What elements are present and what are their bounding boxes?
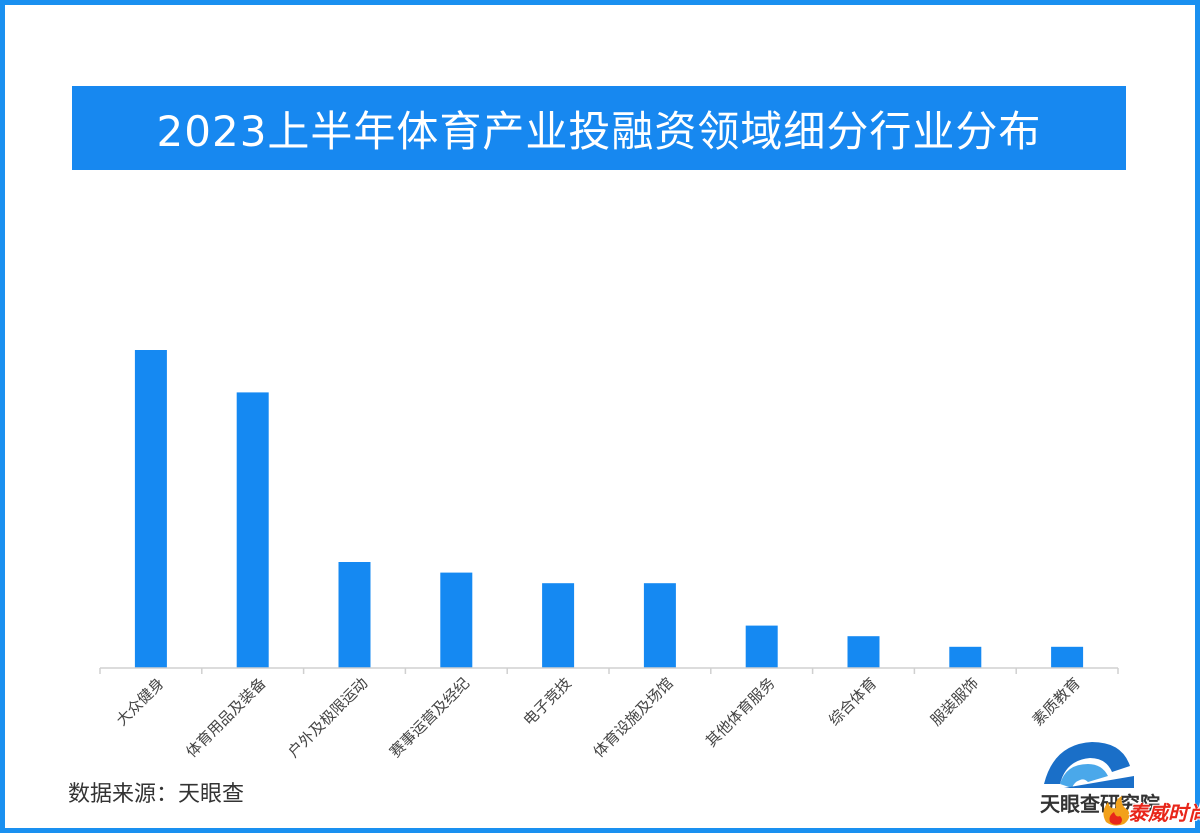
x-tick-label: 体育用品及装备: [183, 674, 270, 761]
bar: [236, 392, 269, 668]
fire-watermark-icon: [1103, 796, 1130, 826]
x-ticks-group: [99, 668, 1119, 674]
bar: [643, 583, 676, 668]
bar: [134, 350, 167, 668]
bar: [949, 646, 982, 668]
x-tick-label: 素质教育: [1029, 674, 1084, 729]
x-tick-label: 大众健身: [113, 674, 168, 729]
title-banner: 2023上半年体育产业投融资领域细分行业分布: [72, 86, 1126, 170]
tianyancha-logo-icon: [1044, 742, 1134, 788]
watermark-text: 泰威时尚: [1128, 801, 1200, 825]
bar: [338, 562, 371, 668]
logo-text: 天眼查研究院: [1040, 792, 1160, 816]
x-tick-label: 户外及极限运动: [284, 674, 371, 761]
chart-title: 2023上半年体育产业投融资领域细分行业分布: [156, 106, 1042, 156]
bars-group: [134, 350, 1084, 668]
bar: [542, 583, 575, 668]
bar: [440, 572, 473, 668]
bar: [745, 625, 778, 668]
x-tick-label: 其他体育服务: [702, 674, 778, 750]
bar: [847, 636, 880, 668]
x-tick-label: 综合体育: [825, 674, 880, 729]
x-tick-label: 体育设施及场馆: [590, 674, 677, 761]
source-note: 数据来源：天眼查: [68, 782, 245, 807]
x-tick-label: 服装服饰: [927, 674, 982, 729]
x-tick-label: 电子竞技: [520, 674, 575, 729]
x-tick-label: 赛事运营及经纪: [386, 674, 473, 761]
bar: [1051, 646, 1084, 668]
x-tick-labels-group: 大众健身 体育用品及装备 户外及极限运动 赛事运营及经纪 电子竞技 体育设施及场馆 其他体育…: [113, 674, 1084, 761]
